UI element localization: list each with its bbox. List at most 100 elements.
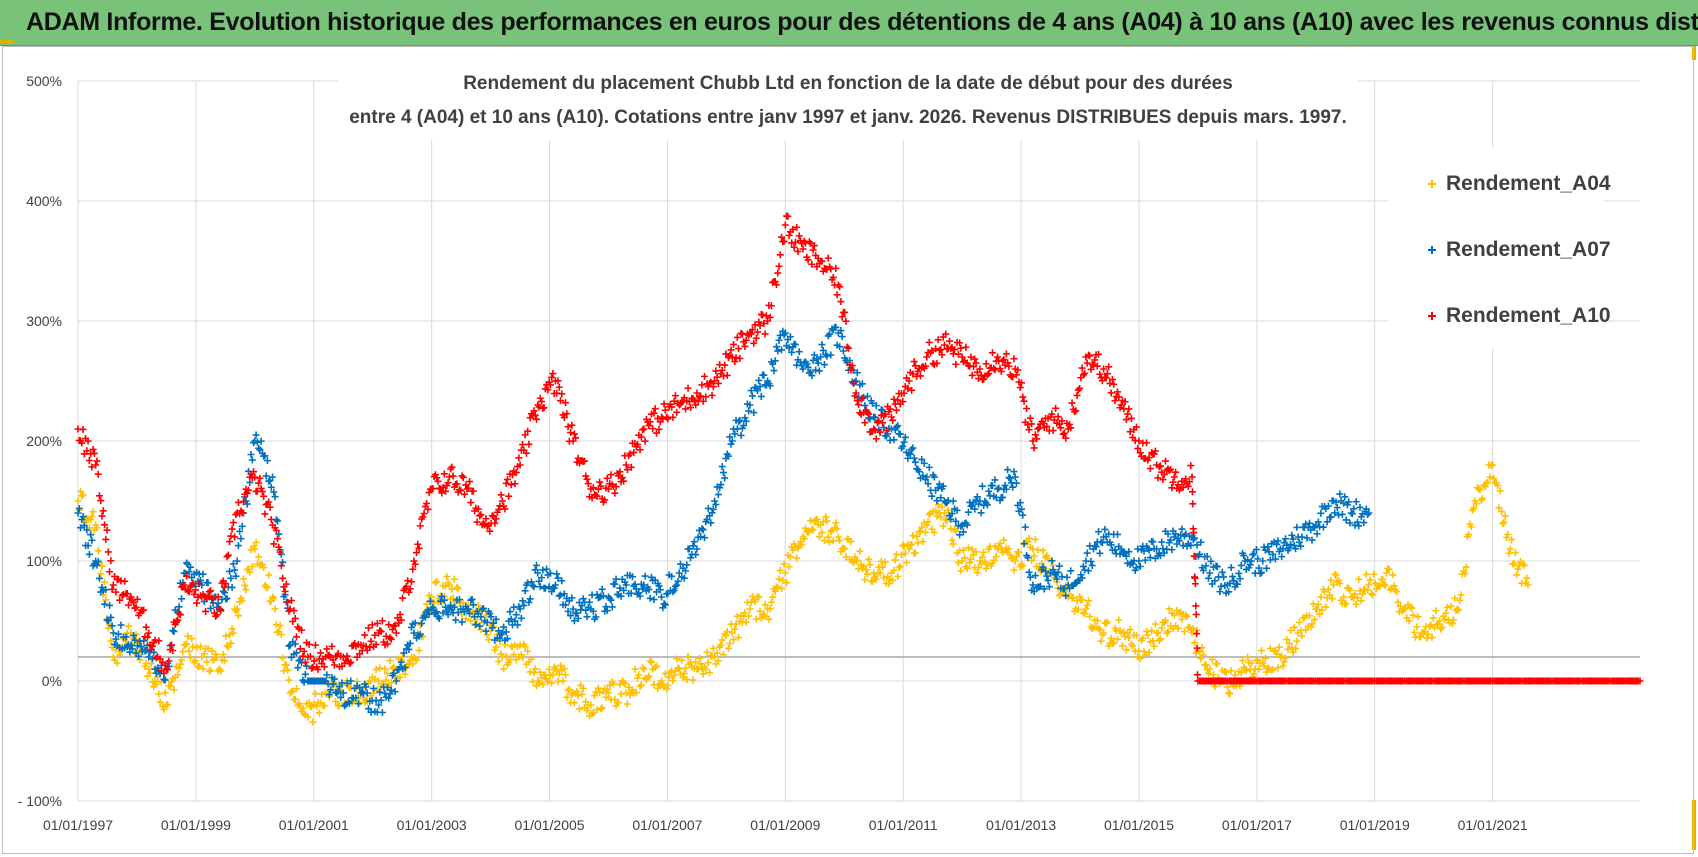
data-point xyxy=(95,492,103,500)
data-point xyxy=(1462,563,1470,571)
data-point xyxy=(512,611,520,619)
data-point xyxy=(1034,425,1042,433)
data-point xyxy=(538,574,546,582)
data-point xyxy=(266,477,274,485)
data-point xyxy=(1132,423,1140,431)
data-point xyxy=(301,658,309,666)
data-point xyxy=(79,491,87,499)
data-point xyxy=(1026,414,1034,422)
data-point xyxy=(767,598,775,606)
data-point xyxy=(1253,677,1261,685)
data-point xyxy=(477,613,485,621)
data-point xyxy=(747,387,755,395)
data-point xyxy=(925,338,933,346)
data-point xyxy=(536,394,544,402)
x-tick-label: 01/01/2009 xyxy=(750,817,820,833)
data-point xyxy=(646,657,654,665)
data-point xyxy=(977,371,985,379)
data-point xyxy=(891,556,899,564)
data-point xyxy=(202,607,210,615)
data-point xyxy=(404,577,412,585)
data-point xyxy=(87,531,95,539)
data-point xyxy=(1004,466,1012,474)
data-point xyxy=(1413,623,1421,631)
data-point xyxy=(411,560,419,568)
data-point xyxy=(604,485,612,493)
data-point xyxy=(521,643,529,651)
data-point xyxy=(742,618,750,626)
data-point xyxy=(526,595,534,603)
data-point xyxy=(1135,437,1143,445)
x-tick-label: 01/01/1999 xyxy=(161,817,231,833)
data-point xyxy=(1317,593,1325,601)
data-point xyxy=(1183,613,1191,621)
data-point xyxy=(170,686,178,694)
data-point xyxy=(495,657,503,665)
data-point xyxy=(841,308,849,316)
data-point xyxy=(652,588,660,596)
data-point xyxy=(223,642,231,650)
data-point xyxy=(879,419,887,427)
data-point xyxy=(1021,523,1029,531)
data-point xyxy=(293,649,301,657)
data-point xyxy=(673,655,681,663)
data-point xyxy=(909,532,917,540)
data-point xyxy=(438,489,446,497)
data-point xyxy=(1287,626,1295,634)
data-point xyxy=(698,525,706,533)
data-point xyxy=(450,603,458,611)
data-point xyxy=(838,333,846,341)
data-point xyxy=(290,607,298,615)
data-point xyxy=(1038,559,1046,567)
data-point xyxy=(442,603,450,611)
data-point xyxy=(74,509,82,517)
data-point xyxy=(1134,545,1142,553)
data-point xyxy=(371,631,379,639)
data-point xyxy=(1191,639,1199,647)
data-point xyxy=(1393,588,1401,596)
data-point xyxy=(953,506,961,514)
data-point xyxy=(534,677,542,685)
data-point xyxy=(524,579,532,587)
data-point xyxy=(1312,605,1320,613)
data-point xyxy=(170,627,178,635)
data-point xyxy=(175,664,183,672)
data-point xyxy=(1081,369,1089,377)
data-point xyxy=(635,671,643,679)
data-point xyxy=(650,409,658,417)
data-point xyxy=(482,627,490,635)
data-point xyxy=(1031,535,1039,543)
data-point xyxy=(101,600,109,608)
data-point xyxy=(305,640,313,648)
data-point xyxy=(337,693,345,701)
data-point xyxy=(1012,553,1020,561)
data-point xyxy=(315,709,323,717)
data-point xyxy=(1011,365,1019,373)
data-point xyxy=(949,540,957,548)
data-point xyxy=(687,554,695,562)
data-point xyxy=(1331,509,1339,517)
data-point xyxy=(882,426,890,434)
data-point xyxy=(689,542,697,550)
data-point xyxy=(1237,561,1245,569)
data-point xyxy=(565,685,573,693)
data-point xyxy=(405,645,413,653)
data-point xyxy=(476,512,484,520)
data-point xyxy=(852,557,860,565)
data-point xyxy=(1520,561,1528,569)
data-point xyxy=(737,329,745,337)
data-point xyxy=(641,437,649,445)
data-point xyxy=(1125,405,1133,413)
data-point xyxy=(1141,556,1149,564)
data-point xyxy=(1548,677,1556,685)
data-point xyxy=(785,344,793,352)
data-point xyxy=(1400,605,1408,613)
data-point xyxy=(732,620,740,628)
data-point xyxy=(1274,537,1282,545)
data-point xyxy=(799,533,807,541)
data-point xyxy=(343,652,351,660)
data-point xyxy=(1203,553,1211,561)
data-point xyxy=(1332,571,1340,579)
data-point xyxy=(1347,593,1355,601)
data-point xyxy=(274,517,282,525)
